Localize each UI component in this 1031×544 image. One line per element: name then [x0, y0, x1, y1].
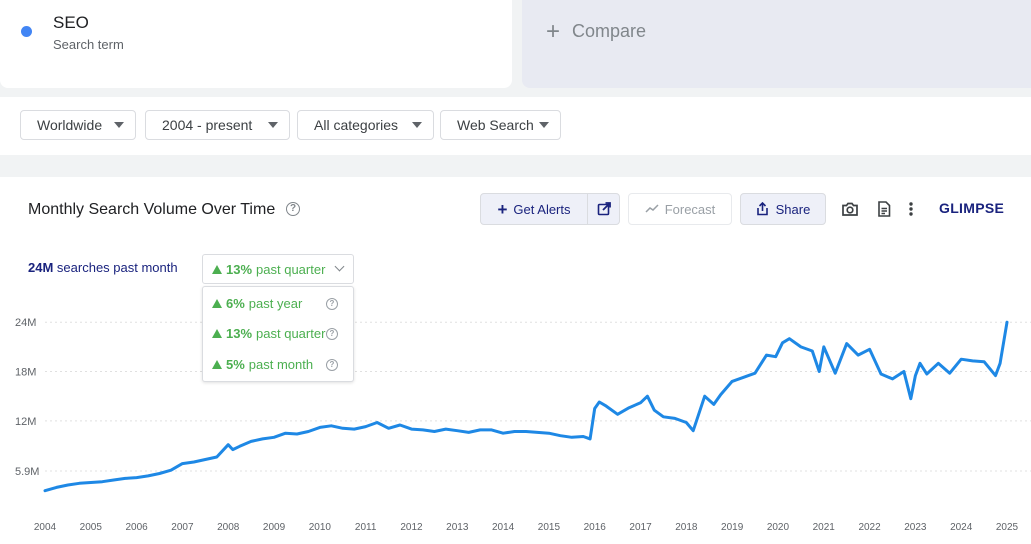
share-icon	[756, 202, 768, 216]
caret-down-icon	[114, 122, 124, 128]
x-tick-label: 2007	[171, 522, 194, 533]
change-period-dropdown: 6% past year ? 13% past quarter ? 5% pas…	[202, 286, 354, 382]
change-option-month[interactable]: 5% past month ?	[212, 356, 346, 373]
forecast-label: Forecast	[664, 201, 716, 217]
plus-icon: +	[497, 199, 508, 219]
plus-icon: +	[546, 18, 561, 45]
search-type-filter[interactable]: Web Search	[440, 110, 561, 140]
x-tick-label: 2015	[538, 522, 561, 533]
x-tick-label: 2014	[492, 522, 515, 533]
camera-icon[interactable]	[841, 200, 859, 218]
x-tick-label: 2017	[629, 522, 652, 533]
x-tick-label: 2023	[904, 522, 927, 533]
category-filter[interactable]: All categories	[297, 110, 434, 140]
time-filter[interactable]: 2004 - present	[145, 110, 290, 140]
x-tick-label: 2013	[446, 522, 469, 533]
filter-bar: Worldwide 2004 - present All categories …	[0, 97, 1031, 155]
trend-icon	[645, 204, 659, 213]
change-value: 6%	[226, 296, 245, 311]
series-line	[43, 320, 1009, 493]
caret-down-icon	[412, 122, 422, 128]
x-tick-label: 2018	[675, 522, 698, 533]
share-button[interactable]: Share	[740, 193, 826, 225]
forecast-button[interactable]: Forecast	[628, 193, 732, 225]
search-term-card[interactable]: SEO Search term	[0, 0, 512, 88]
term-color-dot	[21, 26, 32, 37]
search-type-filter-label: Web Search	[457, 117, 534, 133]
x-tick-label: 2004	[34, 522, 57, 533]
change-period-selector[interactable]: 13% past quarter	[202, 254, 354, 284]
change-option-quarter[interactable]: 13% past quarter ?	[212, 325, 346, 342]
help-icon[interactable]: ?	[326, 327, 338, 340]
x-tick-label: 2008	[217, 522, 240, 533]
category-filter-label: All categories	[314, 117, 399, 133]
help-icon[interactable]: ?	[326, 358, 338, 371]
y-tick-label: 18M	[15, 367, 36, 379]
change-period: past year	[248, 296, 303, 311]
get-alerts-label: Get Alerts	[513, 201, 571, 217]
y-tick-label: 5.9M	[15, 466, 39, 478]
caret-down-icon	[539, 122, 549, 128]
chart-title: Monthly Search Volume Over Time	[28, 201, 276, 218]
document-icon[interactable]	[875, 200, 893, 218]
compare-button[interactable]: + Compare	[522, 0, 1031, 88]
search-volume-stat: 24M searches past month	[28, 260, 178, 275]
selected-change-period: past quarter	[256, 261, 326, 277]
y-tick-label: 24M	[15, 317, 36, 329]
triangle-up-icon	[212, 264, 222, 274]
help-icon[interactable]: ?	[326, 297, 338, 310]
x-tick-label: 2022	[858, 522, 881, 533]
compare-label: Compare	[572, 21, 647, 41]
triangle-up-icon	[212, 299, 222, 308]
x-tick-label: 2020	[767, 522, 790, 533]
search-term-name: SEO	[53, 13, 89, 32]
brand-logo: GLIMPSE	[939, 200, 1005, 216]
help-icon[interactable]: ?	[286, 202, 300, 216]
chart-panel: 5.9M 12M 18M 24M 2004 2005 2006 2007 2008 2009 20…	[0, 177, 1031, 544]
change-option-year[interactable]: 6% past year ?	[212, 295, 346, 312]
region-filter-label: Worldwide	[37, 117, 103, 133]
get-alerts-button[interactable]: + Get Alerts	[481, 194, 588, 224]
chevron-down-icon	[334, 261, 345, 272]
x-tick-label: 2005	[80, 522, 103, 533]
x-tick-label: 2024	[950, 522, 973, 533]
get-alerts-button-group: + Get Alerts	[480, 193, 620, 225]
external-link-icon	[597, 202, 611, 216]
region-filter[interactable]: Worldwide	[20, 110, 136, 140]
search-volume-suffix: searches past month	[56, 260, 178, 275]
time-filter-label: 2004 - present	[162, 117, 253, 133]
caret-down-icon	[268, 122, 278, 128]
x-tick-label: 2019	[721, 522, 744, 533]
y-tick-label: 12M	[15, 416, 36, 428]
triangle-up-icon	[212, 360, 222, 369]
triangle-up-icon	[212, 329, 222, 338]
change-value: 5%	[226, 357, 245, 372]
x-tick-label: 2010	[309, 522, 332, 533]
x-tick-label: 2012	[400, 522, 423, 533]
x-tick-label: 2006	[125, 522, 148, 533]
x-tick-label: 2016	[584, 522, 607, 533]
change-period: past quarter	[256, 326, 326, 341]
x-tick-label: 2021	[813, 522, 836, 533]
trend-chart: 5.9M 12M 18M 24M 2004 2005 2006 2007 2008 2009 20…	[15, 317, 1031, 533]
x-tick-label: 2011	[355, 522, 377, 533]
change-period: past month	[248, 357, 314, 372]
external-link-button[interactable]	[588, 194, 619, 224]
x-tick-label: 2025	[996, 522, 1019, 533]
change-value: 13%	[226, 326, 253, 341]
share-label: Share	[775, 201, 811, 217]
search-volume-value: 24M	[28, 260, 54, 275]
search-term-type: Search term	[53, 37, 124, 52]
more-vert-icon[interactable]	[903, 200, 919, 218]
x-tick-label: 2009	[263, 522, 286, 533]
selected-change-value: 13%	[226, 261, 253, 277]
